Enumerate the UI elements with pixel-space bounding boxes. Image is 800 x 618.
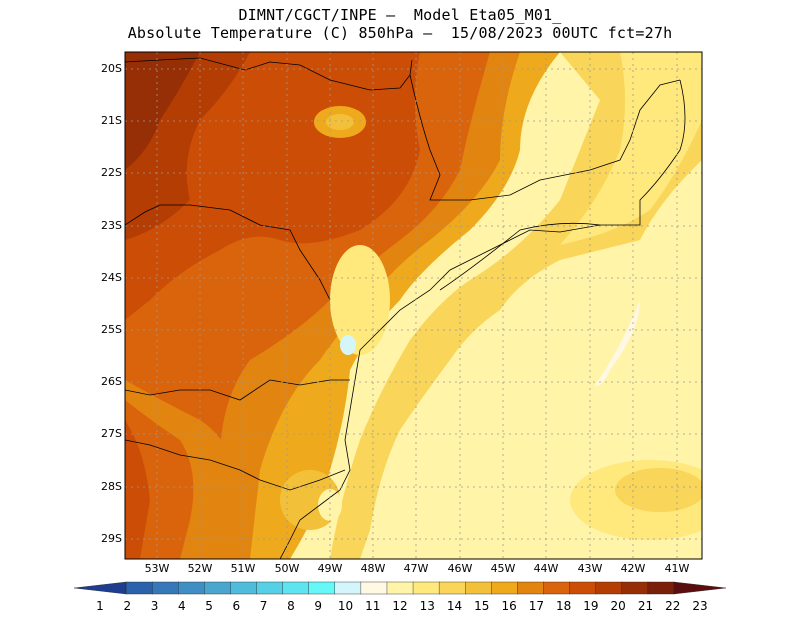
band-13 xyxy=(560,52,702,245)
coastline-south xyxy=(279,349,361,559)
lat-label: 28S xyxy=(101,480,122,493)
lat-label: 26S xyxy=(101,375,122,388)
graticule xyxy=(125,52,702,559)
lon-label: 43W xyxy=(577,562,603,575)
colorbar-label: 4 xyxy=(177,599,186,613)
lon-label: 45W xyxy=(490,562,516,575)
colorbar-swatch xyxy=(438,581,466,595)
colorbar-label: 9 xyxy=(314,599,322,613)
ocean-warm-patch-inner xyxy=(615,468,702,512)
coastal-cool xyxy=(330,245,390,355)
lat-label: 27S xyxy=(101,427,122,440)
lon-label: 46W xyxy=(447,562,473,575)
colorbar-swatch xyxy=(621,581,649,595)
coastal-cold-spot xyxy=(340,335,356,355)
colorbar-swatch xyxy=(517,581,545,595)
lat-label: 23S xyxy=(101,219,122,232)
lon-label: 47W xyxy=(403,562,429,575)
border-ms-mg xyxy=(125,57,413,91)
lon-label: 53W xyxy=(144,562,170,575)
colorbar-swatch xyxy=(360,581,388,595)
colorbar xyxy=(73,581,727,595)
lat-label: 20S xyxy=(101,62,122,75)
lon-label: 49W xyxy=(317,562,343,575)
lon-label: 42W xyxy=(620,562,646,575)
state-borders xyxy=(125,57,686,559)
colorbar-label: 13 xyxy=(419,599,435,613)
warm-pocket-core xyxy=(326,114,354,130)
colorbar-label: 3 xyxy=(150,599,159,613)
southern-cool-spot xyxy=(318,489,342,521)
colorbar-label: 15 xyxy=(474,599,490,613)
colorbar-label: 7 xyxy=(259,599,268,613)
lon-label: 52W xyxy=(187,562,213,575)
colorbar-label: 11 xyxy=(365,599,381,613)
lon-label: 50W xyxy=(274,562,300,575)
colorbar-label: 20 xyxy=(610,599,626,613)
lon-label: 41W xyxy=(664,562,690,575)
colorbar-label: 2 xyxy=(123,599,132,613)
colorbar-label: 22 xyxy=(665,599,681,613)
coastline-se xyxy=(359,79,686,351)
colorbar-swatch xyxy=(386,581,414,595)
lon-label: 44W xyxy=(533,562,559,575)
colorbar-label: 16 xyxy=(501,599,517,613)
lat-label: 29S xyxy=(101,532,122,545)
colorbar-label: 21 xyxy=(637,599,654,613)
colorbar-swatch xyxy=(543,581,571,595)
colorbar-swatch xyxy=(491,581,519,595)
colorbar-swatch xyxy=(125,581,153,595)
colorbar-swatch xyxy=(412,581,440,595)
colorbar-swatch xyxy=(151,581,179,595)
band-21 xyxy=(125,52,200,170)
lat-label: 21S xyxy=(101,114,122,127)
colorbar-label: 12 xyxy=(392,599,408,613)
colorbar-swatch xyxy=(647,581,675,595)
lat-label: 22S xyxy=(101,166,122,179)
colorbar-swatch xyxy=(178,581,206,595)
colorbar-swatch xyxy=(673,581,727,595)
band-19-south xyxy=(125,420,150,559)
colorbar-label: 6 xyxy=(232,599,241,613)
colorbar-label: 23 xyxy=(692,599,708,613)
colorbar-swatch xyxy=(256,581,284,595)
lon-label: 51W xyxy=(230,562,256,575)
border-ms-pr xyxy=(125,204,331,301)
colorbar-swatch xyxy=(465,581,493,595)
colorbar-label: 10 xyxy=(337,599,354,613)
colorbar-label: 8 xyxy=(287,599,295,613)
colorbar-swatch xyxy=(334,581,362,595)
lat-label: 25S xyxy=(101,323,122,336)
colorbar-swatch xyxy=(595,581,623,595)
coast-sp xyxy=(439,222,601,291)
colorbar-label: 19 xyxy=(583,599,599,613)
colorbar-swatch xyxy=(308,581,336,595)
colorbar-label: 5 xyxy=(205,599,213,613)
lat-label: 24S xyxy=(101,271,122,284)
title-line-1: DIMNT/CGCT/INPE – Model Eta05_M01_ xyxy=(238,6,562,24)
lon-label: 48W xyxy=(360,562,386,575)
colorbar-swatch xyxy=(204,581,232,595)
colorbar-label: 1 xyxy=(96,599,104,613)
colorbar-swatch xyxy=(569,581,597,595)
colorbar-swatch xyxy=(73,581,127,595)
colorbar-label: 18 xyxy=(555,599,572,613)
colorbar-label: 17 xyxy=(528,599,544,613)
temperature-field xyxy=(125,52,702,559)
colorbar-label: 14 xyxy=(446,599,463,613)
border-pr-sc xyxy=(125,379,350,401)
title-line-2: Absolute Temperature (C) 850hPa – 15/08/… xyxy=(127,24,673,42)
colorbar-swatch xyxy=(230,581,258,595)
map-frame xyxy=(124,51,703,560)
border-sc-rs xyxy=(125,439,346,491)
colorbar-swatch xyxy=(282,581,310,595)
